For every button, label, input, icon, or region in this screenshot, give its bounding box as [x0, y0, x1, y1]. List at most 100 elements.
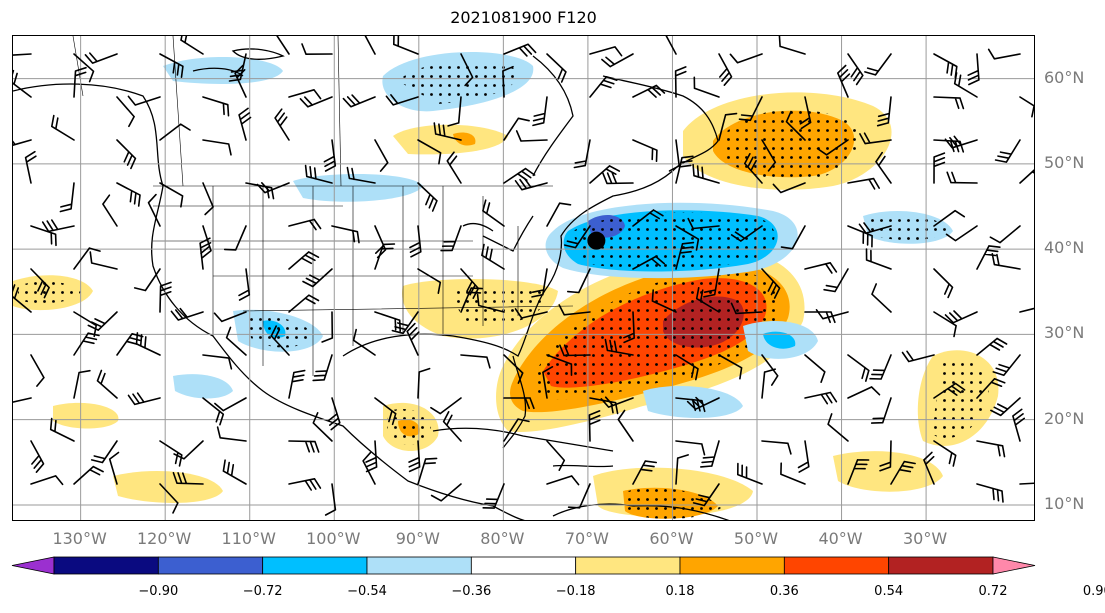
wind-barb	[391, 311, 419, 335]
wind-barb	[417, 139, 442, 165]
wind-barb	[623, 311, 635, 344]
wind-barb	[804, 391, 838, 405]
wind-barb	[564, 225, 591, 249]
wind-barb	[692, 163, 720, 184]
colorbar-tick-label: 0.18	[665, 584, 695, 599]
wind-barb	[159, 483, 179, 514]
wind-barb	[374, 311, 401, 332]
wind-barb	[393, 36, 419, 55]
wind-barb	[374, 397, 397, 426]
wind-barb	[589, 46, 623, 57]
wind-barb	[362, 451, 376, 485]
wind-barb	[799, 96, 812, 130]
wind-barb	[847, 386, 881, 399]
wind-barb	[288, 440, 320, 453]
wind-barb	[323, 139, 337, 172]
wind-barb	[202, 354, 233, 370]
wind-barb	[256, 182, 290, 194]
wind-barb	[288, 218, 322, 231]
wind-barb	[301, 43, 333, 55]
forecast-map	[13, 36, 1034, 520]
wind-barb	[442, 411, 462, 442]
wind-barb	[665, 36, 677, 55]
wind-barb	[173, 440, 204, 460]
wind-barb	[589, 76, 618, 98]
wind-barb	[276, 36, 290, 55]
wind-barb	[632, 139, 658, 162]
wind-barb	[108, 451, 120, 485]
wind-barb	[199, 237, 212, 270]
colorbar-tick-label: −0.90	[138, 584, 179, 599]
colorbar-segment	[575, 556, 681, 575]
wind-barb	[804, 354, 826, 383]
wind-barb	[270, 325, 290, 356]
wind-barb	[87, 311, 118, 331]
wind-barb	[331, 225, 360, 244]
longitude-label: 50°W	[733, 529, 779, 548]
wind-barb	[73, 465, 104, 485]
wind-barb	[858, 222, 892, 234]
colorbar-segment	[783, 556, 890, 575]
wind-barb	[202, 139, 232, 156]
wind-barb	[460, 53, 474, 87]
wind-barb	[703, 268, 720, 298]
wind-barb	[365, 440, 378, 473]
wind-barb	[327, 397, 341, 431]
latitude-label: 60°N	[1044, 67, 1085, 87]
wind-barb	[546, 53, 567, 83]
wind-barb	[476, 293, 505, 313]
wind-barb	[668, 139, 680, 172]
colorbar-tick-label: −0.18	[555, 584, 596, 599]
wind-barb	[346, 166, 376, 184]
wind-barb	[202, 397, 225, 426]
wind-barb	[430, 397, 462, 415]
wind-barb	[531, 268, 548, 298]
wind-barb	[216, 426, 247, 442]
wind-barb	[73, 369, 91, 399]
wind-barb	[738, 96, 763, 122]
wind-barb	[674, 66, 687, 98]
wind-barb	[815, 309, 849, 320]
wind-barb	[374, 243, 396, 270]
wind-barb	[847, 177, 880, 190]
longitude-label: 70°W	[564, 529, 609, 548]
wind-barb	[761, 268, 781, 299]
wind-barb	[96, 369, 118, 399]
wind-barb	[675, 354, 699, 381]
wind-barb	[632, 84, 666, 98]
longitude-label: 90°W	[395, 529, 440, 548]
wind-barb	[573, 139, 591, 169]
wind-barb	[30, 440, 45, 473]
wind-barb	[870, 397, 892, 424]
wind-barbs	[13, 36, 1034, 516]
colorbar-tick-label: 0.72	[978, 584, 1008, 599]
wind-barb	[991, 253, 1021, 270]
wind-barb	[718, 354, 743, 380]
wind-barb	[159, 182, 184, 208]
wind-barb	[617, 409, 634, 442]
wind-barb	[546, 475, 580, 486]
wind-barb	[871, 283, 892, 313]
wind-barb	[933, 152, 946, 184]
wind-barb	[288, 294, 320, 313]
wind-barb	[13, 69, 32, 98]
wind-barb	[589, 165, 621, 184]
wind-barb	[73, 247, 101, 270]
wind-barb	[51, 114, 75, 141]
wind-barb	[693, 76, 720, 98]
wind-barb	[73, 332, 100, 356]
wind-barb	[503, 117, 530, 141]
longitude-label: 40°W	[818, 529, 863, 548]
wind-barb	[503, 418, 530, 442]
wind-barb	[542, 366, 554, 399]
wind-barb	[223, 225, 247, 251]
wind-barb	[737, 462, 763, 485]
wind-barb	[342, 94, 376, 108]
wind-barb	[546, 202, 572, 227]
wind-barb	[933, 96, 965, 110]
latitude-label: 30°N	[1044, 323, 1085, 343]
wind-barb	[953, 72, 978, 98]
wind-barb	[869, 354, 892, 380]
colorbar-tick-label: −0.72	[242, 584, 283, 599]
wind-barb	[228, 53, 247, 82]
